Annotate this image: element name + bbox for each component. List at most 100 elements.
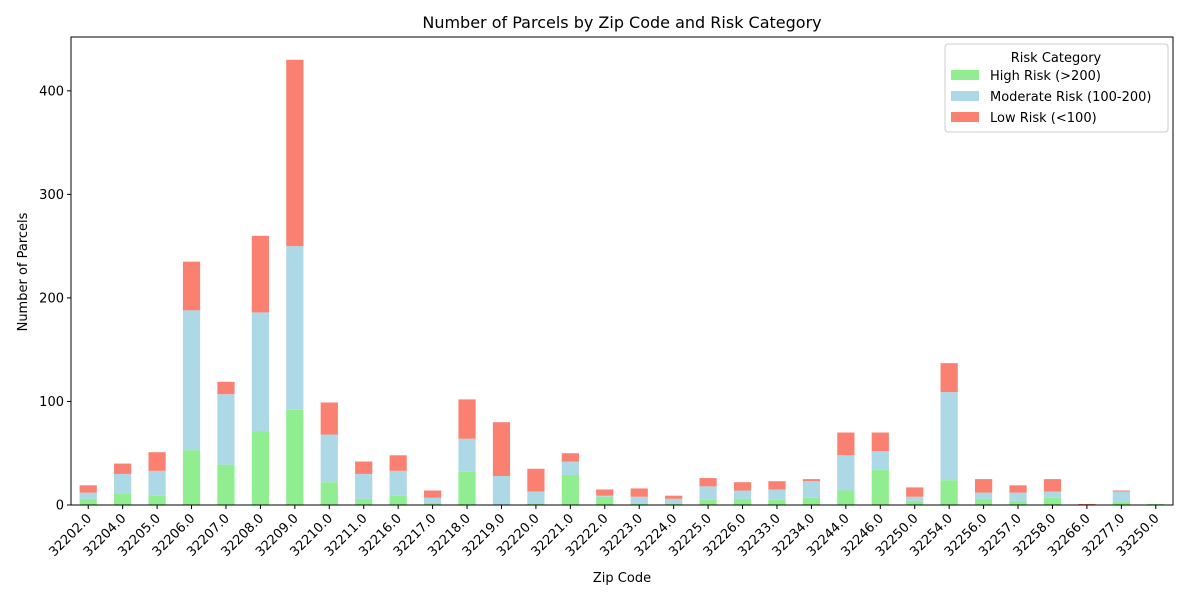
y-axis: 0 100 200 300 400 [39, 84, 71, 514]
bar-32256.0-series-0 [974, 498, 993, 505]
bar-32204.0-series-0 [114, 493, 132, 505]
y-axis-label: Number of Parcels [16, 212, 31, 331]
bar-32209.0-series-1 [286, 246, 304, 410]
bar-32207.0-series-1 [217, 394, 235, 465]
bar-32246.0-series-0 [871, 469, 889, 505]
bar-32224.0-series-0 [665, 503, 683, 505]
bar-32254.0-series-0 [940, 480, 958, 505]
legend-label: Low Risk (<100) [990, 111, 1097, 126]
bar-32223.0-series-2 [630, 488, 648, 497]
bar-32202.0-series-1 [79, 492, 97, 499]
bar-32217.0-series-1 [423, 497, 442, 503]
bar-32221.0-series-0 [561, 474, 579, 505]
bar-32216.0-series-1 [389, 470, 407, 496]
bar-32220.0-series-2 [527, 468, 545, 492]
bar-32204.0-series-1 [114, 473, 132, 494]
bar-32217.0-series-0 [423, 502, 442, 505]
bar-32202.0-series-2 [79, 485, 97, 493]
y-tick-label: 400 [39, 84, 64, 99]
bar-32211.0-series-0 [355, 498, 373, 505]
legend-box [944, 43, 1169, 133]
bar-32222.0-series-1 [596, 495, 614, 497]
bar-32208.0-series-0 [251, 431, 270, 505]
bar-group [79, 59, 1165, 505]
chart-title: Number of Parcels by Zip Code and Risk C… [422, 13, 821, 32]
bar-32216.0-series-2 [389, 455, 407, 471]
bar-32234.0-series-0 [802, 497, 821, 505]
bar-32234.0-series-1 [802, 481, 821, 498]
bar-32233.0-series-2 [768, 481, 786, 490]
bar-32225.0-series-1 [699, 486, 717, 500]
bar-32210.0-series-2 [320, 402, 338, 435]
bar-32277.0-series-0 [1112, 501, 1130, 505]
bar-32220.0-series-1 [527, 491, 545, 504]
bar-32233.0-series-1 [768, 489, 786, 500]
bar-32266.0-series-2 [1078, 503, 1096, 505]
bar-32209.0-series-2 [286, 59, 304, 247]
legend-title: Risk Category [1011, 51, 1102, 66]
bar-32224.0-series-2 [665, 495, 683, 499]
bar-32208.0-series-1 [251, 312, 270, 432]
bar-32211.0-series-2 [355, 461, 373, 474]
bar-32250.0-series-0 [906, 500, 924, 505]
bar-32205.0-series-1 [148, 470, 166, 496]
bar-32220.0-series-0 [527, 503, 545, 505]
legend: Risk Category High Risk (>200) Moderate R… [944, 43, 1169, 133]
bar-32223.0-series-1 [630, 496, 648, 504]
legend-label: Moderate Risk (100-200) [990, 90, 1152, 105]
bar-32225.0-series-2 [699, 478, 717, 487]
bar-32223.0-series-0 [630, 503, 648, 505]
y-tick-label: 0 [56, 499, 64, 514]
bar-32246.0-series-2 [871, 432, 889, 452]
bar-32250.0-series-2 [906, 487, 924, 497]
bar-32254.0-series-1 [940, 392, 958, 481]
x-axis-label: Zip Code [593, 571, 651, 586]
bar-32226.0-series-2 [733, 482, 752, 491]
bar-32208.0-series-2 [251, 235, 270, 313]
bar-32224.0-series-1 [665, 498, 683, 504]
bar-32206.0-series-0 [182, 450, 201, 505]
bar-32258.0-series-1 [1043, 491, 1062, 498]
bar-32226.0-series-1 [733, 490, 752, 499]
legend-swatch [951, 70, 979, 80]
bar-32211.0-series-1 [355, 473, 373, 499]
bar-32222.0-series-2 [596, 489, 614, 496]
bar-32256.0-series-2 [974, 479, 993, 493]
y-tick-label: 100 [39, 395, 64, 410]
bar-32217.0-series-2 [423, 490, 442, 498]
bar-32244.0-series-0 [837, 490, 855, 505]
bar-32204.0-series-2 [114, 463, 132, 474]
bar-32257.0-series-2 [1009, 485, 1027, 493]
bar-32221.0-series-2 [561, 453, 579, 462]
bar-32234.0-series-2 [802, 479, 821, 482]
bar-32218.0-series-1 [458, 438, 476, 472]
bar-32207.0-series-2 [217, 381, 235, 395]
bar-32226.0-series-0 [733, 498, 752, 505]
bar-32207.0-series-0 [217, 464, 235, 505]
bar-32256.0-series-1 [974, 492, 993, 499]
plot-frame [70, 36, 1174, 506]
bar-32254.0-series-2 [940, 363, 958, 393]
bar-32222.0-series-0 [596, 496, 614, 505]
bar-32258.0-series-2 [1043, 479, 1062, 492]
bar-32225.0-series-0 [699, 499, 717, 505]
bar-32205.0-series-0 [148, 495, 166, 505]
bar-32277.0-series-1 [1112, 491, 1130, 502]
bar-32244.0-series-1 [837, 455, 855, 491]
bar-32218.0-series-2 [458, 399, 476, 439]
x-axis: 32202.032204.032205.032206.032207.032208… [46, 505, 1163, 560]
bar-32216.0-series-0 [389, 495, 407, 505]
bar-32258.0-series-0 [1043, 497, 1062, 505]
legend-label: High Risk (>200) [990, 69, 1101, 84]
bar-32219.0-series-2 [492, 422, 511, 477]
bar-32202.0-series-0 [79, 498, 97, 505]
bar-32206.0-series-1 [182, 310, 201, 451]
bar-32246.0-series-1 [871, 451, 889, 470]
bar-32250.0-series-1 [906, 496, 924, 501]
y-tick-label: 300 [39, 188, 64, 203]
bar-32205.0-series-2 [148, 452, 166, 471]
legend-swatch [951, 91, 979, 101]
bar-32209.0-series-0 [286, 409, 304, 505]
bar-32233.0-series-0 [768, 499, 786, 505]
